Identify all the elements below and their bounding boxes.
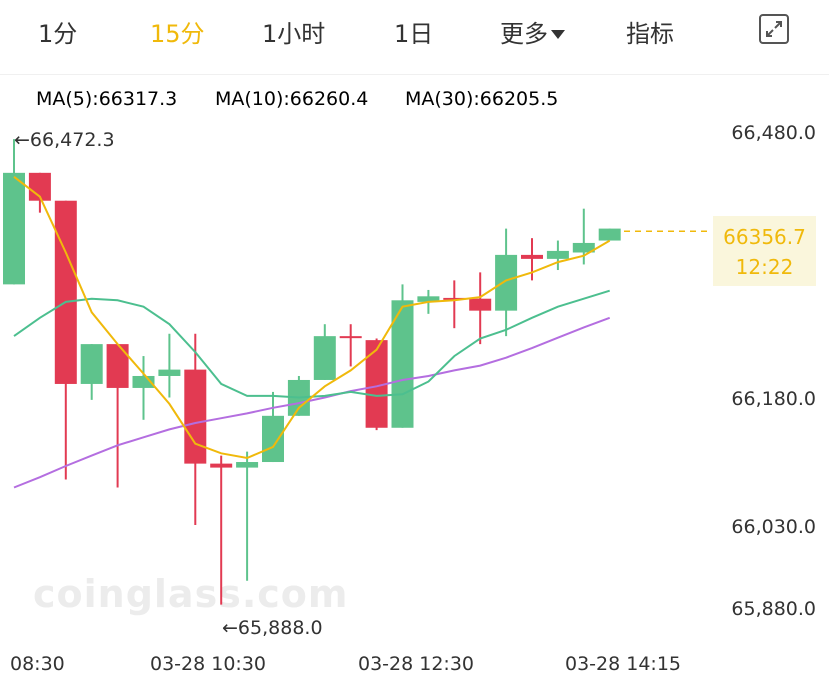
high-price-label: ←66,472.3 [14,129,115,151]
y-tick-66030: 66,030.0 [731,516,816,538]
candle-body [54,200,77,384]
candle-body [3,172,25,285]
candles-group [3,139,621,605]
ma10-line [13,289,610,399]
candle-body [132,375,155,388]
y-tick-66180: 66,180.0 [731,388,816,410]
candle-body [339,336,362,339]
fullscreen-icon [766,21,782,37]
interval-tab-bar: 1分 15分 1小时 1日 更多 指标 [0,0,829,64]
candle-body [546,250,569,259]
candle-countdown: 12:22 [735,255,794,279]
candle-body [80,344,103,384]
candle-body [28,172,51,201]
candle-body [391,300,414,428]
current-price-value: 66356.7 [723,225,806,249]
tab-1day[interactable]: 1日 [394,20,434,48]
tab-more-label: 更多 [500,20,548,48]
tab-indicators[interactable]: 指标 [626,20,674,48]
y-tick-65880: 65,880.0 [731,598,816,620]
tab-15min[interactable]: 15分 [150,20,205,48]
candle-body [184,369,207,464]
fullscreen-button[interactable] [759,14,789,44]
ma5-legend: MA(5):66317.3 [36,88,178,110]
dropdown-triangle-icon [551,30,565,39]
watermark-logo: coinglass.com [33,572,349,616]
x-tick-0830: 08:30 [10,653,65,675]
candle-body [572,242,595,253]
low-price-label: ←65,888.0 [222,617,323,639]
x-tick-1230: 03-28 12:30 [358,653,474,675]
x-tick-1030: 03-28 10:30 [150,653,266,675]
tab-divider [0,74,829,75]
candle-body [106,344,129,388]
candle-body [521,254,543,259]
ma30-line [13,316,611,489]
candle-body [365,340,388,428]
ma5-line [13,176,611,460]
ma30-legend: MA(30):66205.5 [405,88,559,110]
tab-1hour[interactable]: 1小时 [262,20,326,48]
candle-body [417,296,440,302]
ma10-legend: MA(10):66260.4 [215,88,369,110]
candle-body [495,254,518,311]
tab-more[interactable]: 更多 [500,14,565,49]
x-tick-1415: 03-28 14:15 [565,653,681,675]
current-price-box: 66356.7 12:22 [713,216,816,286]
candle-body [262,415,284,463]
candle-body [236,462,259,468]
tab-1min[interactable]: 1分 [38,20,78,48]
candle-body [469,298,492,311]
candle-body [210,463,233,468]
ma-lines-group [13,176,611,489]
candle-body [313,336,336,380]
y-tick-66480: 66,480.0 [731,122,816,144]
candle-body [158,369,181,376]
candle-body [598,228,621,241]
candle-body [443,297,466,300]
